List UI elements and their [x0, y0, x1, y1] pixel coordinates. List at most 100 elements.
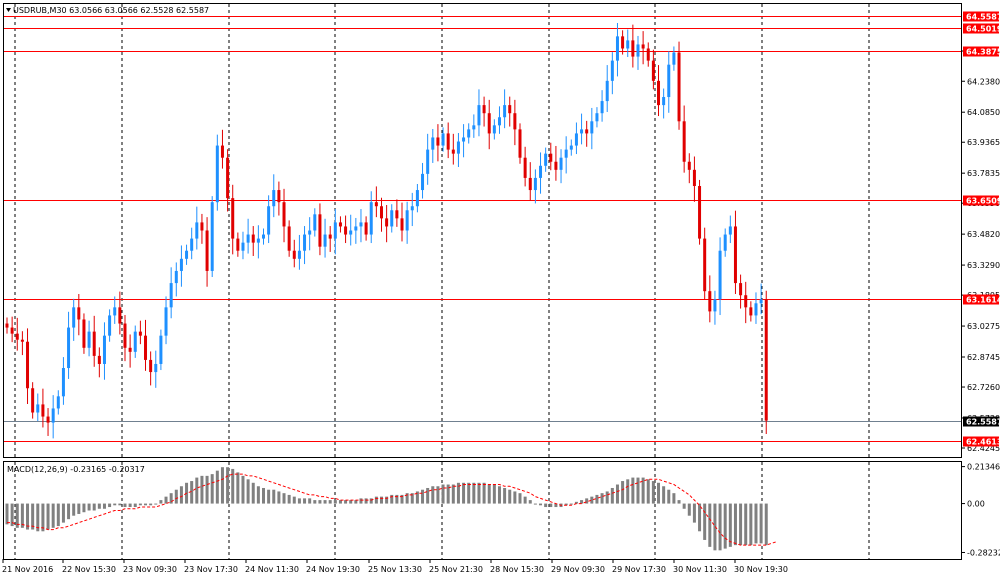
candle-body [133, 331, 137, 352]
macd-bar [723, 503, 727, 549]
candle-body [210, 202, 214, 271]
candle-body [713, 299, 717, 312]
price-level-tag-label: 63.1614 [966, 296, 1000, 305]
candle-body [497, 117, 501, 126]
macd-bar [462, 482, 466, 504]
macd-bar [657, 482, 661, 504]
candle-body [585, 129, 589, 134]
candle-body [390, 210, 394, 227]
price-level-tag [963, 23, 999, 34]
price-level-tag-label: 64.5587 [966, 13, 1000, 22]
macd-bar [580, 500, 584, 504]
candle-body [513, 113, 517, 130]
current-price-tag [963, 416, 999, 427]
candle-body [354, 226, 358, 231]
macd-bar [344, 500, 348, 504]
candle-body [292, 250, 296, 259]
price-tick-label: 63.4820 [967, 230, 1000, 239]
macd-bar [482, 482, 486, 504]
macd-bar [246, 479, 250, 504]
macd-bar [113, 503, 117, 506]
macd-bar [539, 503, 543, 506]
macd-bar [333, 500, 337, 504]
macd-bar [179, 486, 183, 504]
candle-body [615, 36, 619, 61]
candle-body [708, 291, 712, 312]
candle-body [338, 222, 342, 227]
macd-bar [497, 486, 501, 504]
macd-bar [451, 484, 455, 504]
macd-bar [682, 503, 686, 509]
candle-body [549, 153, 553, 162]
candle-body [246, 234, 250, 243]
candle-body [539, 165, 543, 178]
macd-bar [564, 503, 568, 506]
candle-body [200, 222, 204, 231]
macd-bar [72, 503, 76, 516]
macd-bar [636, 477, 640, 504]
candle-body [5, 323, 9, 328]
candle-body [205, 230, 209, 271]
macd-bar [61, 503, 65, 523]
candle-body [395, 210, 399, 219]
candle-body [349, 230, 353, 235]
time-tick-label: 30 Nov 19:30 [734, 565, 788, 574]
candle-body [733, 226, 737, 284]
macd-bar [272, 489, 276, 504]
macd-bar [26, 503, 30, 530]
candle-body [185, 250, 189, 259]
macd-bar [169, 493, 173, 504]
candle-body [646, 48, 650, 61]
candle-body [610, 60, 614, 81]
time-tick-label: 21 Nov 2016 [2, 565, 53, 574]
candle-body [451, 149, 455, 154]
candle-body [364, 222, 368, 235]
candle-body [574, 133, 578, 146]
candle-body [61, 368, 65, 397]
candle-body [282, 202, 286, 227]
candle-body [456, 141, 460, 154]
candle-body [687, 161, 691, 170]
candle-body [308, 230, 312, 235]
price-tick-label: 63.3290 [967, 261, 1000, 270]
candle-body [754, 303, 758, 316]
macd-bar [241, 475, 245, 504]
macd-bar [739, 503, 743, 546]
macd-bar [651, 481, 655, 504]
candle-body [262, 234, 265, 239]
macd-panel[interactable] [3, 461, 962, 560]
macd-bar [421, 489, 425, 504]
macd-bar [672, 493, 676, 504]
macd-bar [102, 503, 106, 509]
price-level-tag [963, 436, 999, 447]
candle-body [231, 198, 235, 239]
macd-bar [477, 482, 481, 504]
macd-bar [436, 486, 440, 504]
price-level-tag-label: 64.3875 [966, 48, 1000, 57]
price-level-tag-label: 63.6509 [966, 197, 1000, 206]
candle-body [36, 404, 40, 413]
time-tick-label: 22 Nov 15:30 [62, 565, 116, 574]
candle-body [487, 113, 491, 134]
price-tick-label: 62.7260 [967, 383, 1000, 392]
macd-bar [698, 503, 702, 532]
candle-body [431, 137, 435, 150]
candle-body [113, 307, 117, 316]
macd-bar [164, 496, 168, 504]
macd-bar [759, 503, 763, 544]
macd-bar [313, 500, 317, 504]
macd-bar [687, 503, 691, 516]
macd-bar [508, 489, 512, 504]
price-tick-label: 63.7835 [967, 169, 1000, 178]
macd-bar [379, 496, 383, 504]
price-panel[interactable] [3, 3, 962, 458]
dropdown-triangle-icon[interactable] [6, 8, 11, 12]
price-tick-label: 62.8745 [967, 353, 1000, 362]
macd-bar [441, 484, 445, 504]
candle-body [87, 331, 91, 348]
candle-body [533, 177, 537, 191]
candle-body [554, 161, 558, 170]
macd-bar [15, 503, 19, 528]
macd-bar [174, 489, 178, 504]
